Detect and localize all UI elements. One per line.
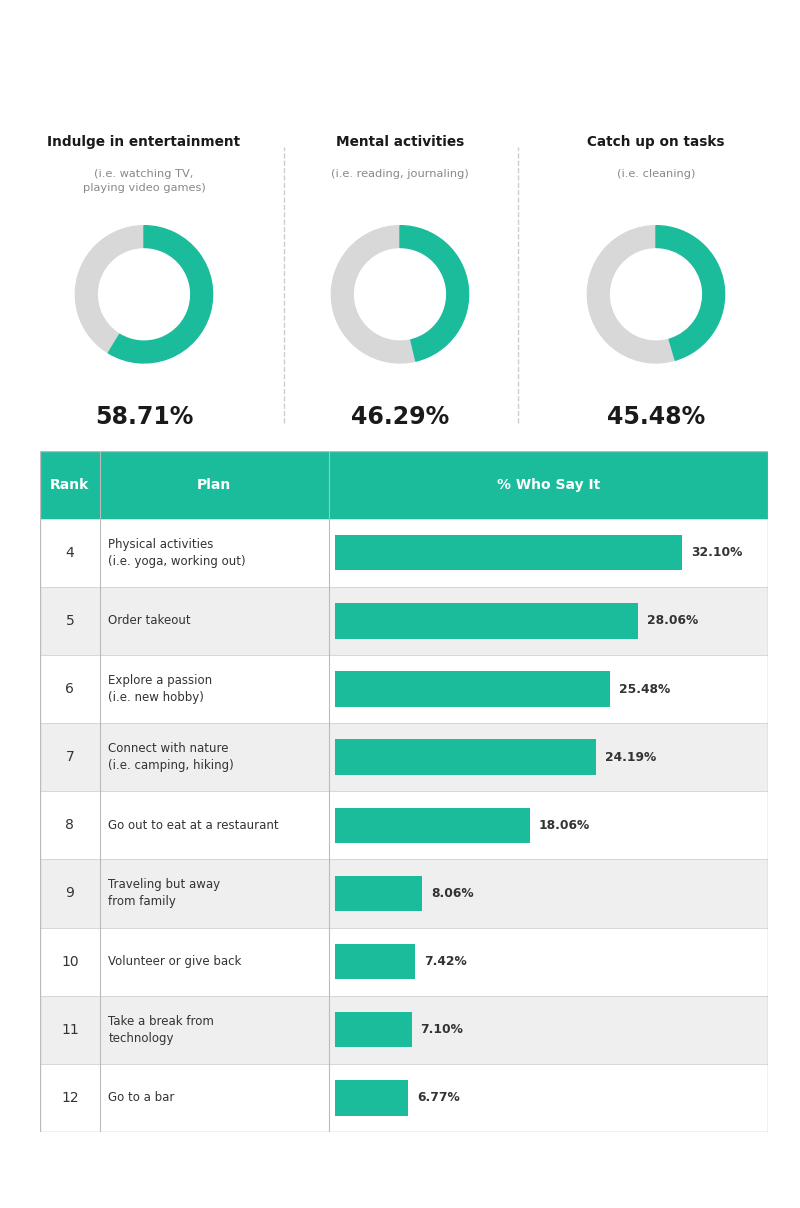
Text: Mental activities: Mental activities <box>336 135 464 150</box>
FancyBboxPatch shape <box>335 808 530 843</box>
Wedge shape <box>75 226 144 353</box>
Text: 4: 4 <box>66 546 74 559</box>
Text: 18.06%: 18.06% <box>539 819 590 832</box>
Text: % Who Say It: % Who Say It <box>497 477 600 492</box>
FancyBboxPatch shape <box>40 928 768 995</box>
Text: 7: 7 <box>66 750 74 765</box>
Text: 6.77%: 6.77% <box>417 1091 459 1104</box>
FancyBboxPatch shape <box>335 1080 408 1115</box>
FancyBboxPatch shape <box>329 451 768 518</box>
Text: Explore a passion
(i.e. new hobby): Explore a passion (i.e. new hobby) <box>109 674 213 704</box>
FancyBboxPatch shape <box>335 1012 412 1047</box>
FancyBboxPatch shape <box>40 791 768 859</box>
Text: 7.10%: 7.10% <box>420 1023 463 1036</box>
Wedge shape <box>108 226 213 362</box>
FancyBboxPatch shape <box>335 739 597 774</box>
Text: Go out to eat at a restaurant: Go out to eat at a restaurant <box>109 819 279 832</box>
Wedge shape <box>400 226 469 361</box>
Text: 8.06%: 8.06% <box>430 887 474 900</box>
Text: ♥SolitaireBliss: ♥SolitaireBliss <box>587 1166 725 1184</box>
Text: Go to a bar: Go to a bar <box>109 1091 175 1104</box>
Text: 5: 5 <box>66 614 74 628</box>
Text: 9: 9 <box>66 887 74 900</box>
FancyBboxPatch shape <box>335 535 682 570</box>
Text: (i.e. reading, journaling): (i.e. reading, journaling) <box>331 169 469 179</box>
FancyBboxPatch shape <box>335 876 422 911</box>
FancyBboxPatch shape <box>40 518 768 587</box>
Text: Rank: Rank <box>50 477 90 492</box>
Text: 12: 12 <box>61 1091 78 1105</box>
Text: Catch up on tasks: Catch up on tasks <box>587 135 725 150</box>
FancyBboxPatch shape <box>335 603 638 639</box>
Text: 45.48%: 45.48% <box>607 405 705 429</box>
Text: Plan to Spend Their Alone Time: Plan to Spend Their Alone Time <box>114 81 686 112</box>
Text: Plan: Plan <box>198 477 231 492</box>
Text: 32.10%: 32.10% <box>690 546 742 559</box>
FancyBboxPatch shape <box>40 655 768 724</box>
Text: (i.e. watching TV,
playing video games): (i.e. watching TV, playing video games) <box>82 169 206 193</box>
Text: Physical activities
(i.e. yoga, working out): Physical activities (i.e. yoga, working … <box>109 538 246 568</box>
Text: 25.48%: 25.48% <box>619 683 670 696</box>
Wedge shape <box>331 226 416 362</box>
Text: 58.71%: 58.71% <box>95 405 193 429</box>
Wedge shape <box>587 226 675 362</box>
Text: Indulge in entertainment: Indulge in entertainment <box>47 135 241 150</box>
FancyBboxPatch shape <box>40 451 100 518</box>
Text: (i.e. cleaning): (i.e. cleaning) <box>617 169 695 179</box>
FancyBboxPatch shape <box>335 672 610 707</box>
Text: 11: 11 <box>61 1023 78 1036</box>
FancyBboxPatch shape <box>40 587 768 655</box>
Text: Order takeout: Order takeout <box>109 615 191 627</box>
Text: 6: 6 <box>66 683 74 696</box>
FancyBboxPatch shape <box>40 995 768 1064</box>
Text: 8: 8 <box>66 818 74 832</box>
Text: 7.42%: 7.42% <box>424 956 466 968</box>
FancyBboxPatch shape <box>40 1064 768 1132</box>
Text: The Most Popular Ways Americans: The Most Popular Ways Americans <box>90 30 710 60</box>
Text: 28.06%: 28.06% <box>647 615 698 627</box>
FancyBboxPatch shape <box>40 724 768 791</box>
Text: 24.19%: 24.19% <box>606 750 657 763</box>
Text: 10: 10 <box>61 954 78 969</box>
Text: Take a break from
technology: Take a break from technology <box>109 1015 214 1045</box>
Text: Volunteer or give back: Volunteer or give back <box>109 956 242 968</box>
FancyBboxPatch shape <box>100 451 329 518</box>
Text: Connect with nature
(i.e. camping, hiking): Connect with nature (i.e. camping, hikin… <box>109 742 234 772</box>
FancyBboxPatch shape <box>335 943 415 980</box>
Text: Traveling but away
from family: Traveling but away from family <box>109 878 221 908</box>
Wedge shape <box>656 226 725 360</box>
Text: 46.29%: 46.29% <box>351 405 449 429</box>
FancyBboxPatch shape <box>40 859 768 928</box>
